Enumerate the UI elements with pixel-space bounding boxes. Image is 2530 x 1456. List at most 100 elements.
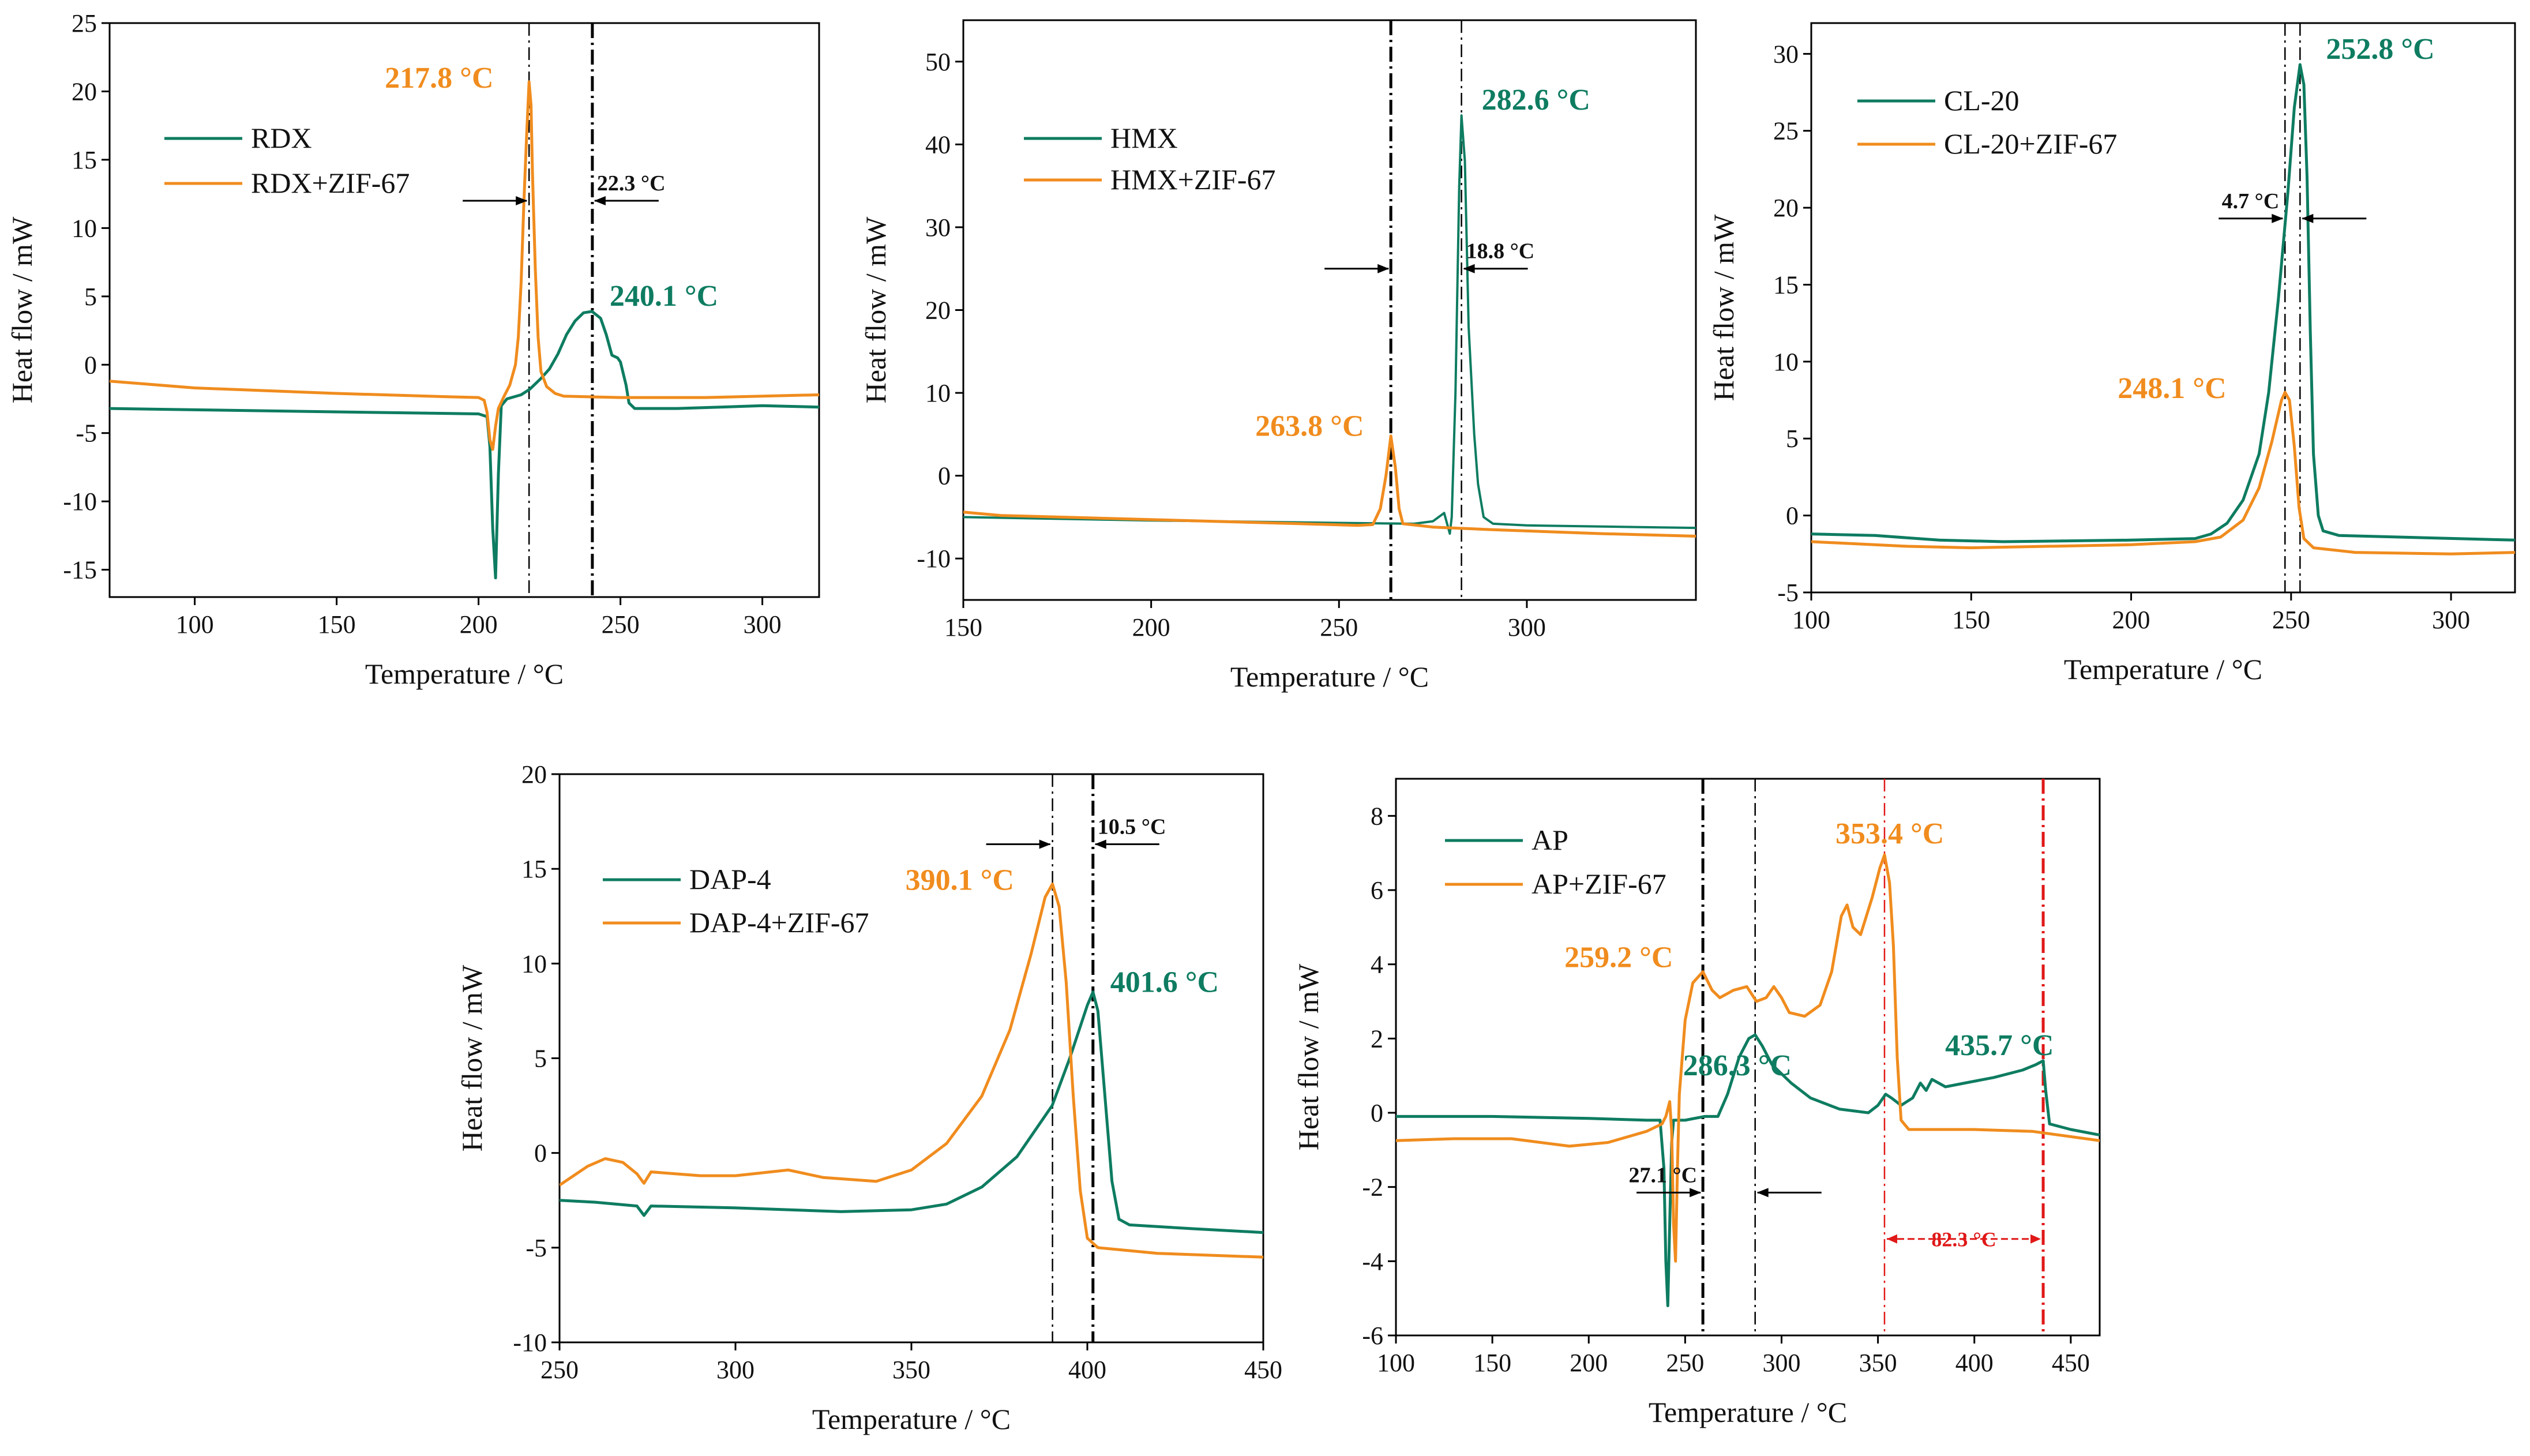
y-tick-label: 0 — [1371, 1099, 1383, 1127]
x-tick-label: 200 — [460, 610, 498, 639]
series-line-rdx-zif-67 — [110, 80, 819, 451]
y-tick-label: -5 — [76, 419, 97, 448]
peak-label: 252.8 °C — [2326, 33, 2434, 66]
y-axis-title: Heat flow / mW — [1292, 963, 1324, 1150]
chart-panel-3: 100 150 200 250 300 -5 0 5 10 15 20 25 30 Temperature… — [1707, 22, 2516, 685]
x-tick-label: 350 — [892, 1356, 930, 1384]
y-tick-label: -10 — [63, 487, 97, 516]
y-tick-label: 8 — [1371, 802, 1383, 830]
plot-frame — [558, 773, 1264, 1344]
y-tick-label: -4 — [1362, 1247, 1383, 1275]
x-tick-label: 100 — [176, 610, 214, 639]
series-line-dap-4 — [560, 990, 1263, 1234]
series-line-cl-20-zif-67 — [1811, 391, 2515, 556]
x-tick-label: 100 — [1792, 606, 1830, 634]
y-tick-label: -2 — [1362, 1173, 1383, 1202]
chart-panel-1: 100 150 200 250 300 -15 -10 -5 0 5 10 15 20 25 Tempera… — [6, 9, 820, 690]
x-tick-label: 350 — [1859, 1349, 1897, 1377]
x-tick-label: 150 — [318, 610, 356, 639]
legend-label: RDX+ZIF-67 — [251, 167, 410, 199]
y-tick-label: 20 — [72, 77, 97, 106]
x-tick-label: 250 — [1320, 613, 1358, 641]
y-tick-label: 15 — [521, 855, 547, 883]
shift-arrow-head — [1463, 264, 1475, 273]
y-tick-label: -15 — [63, 556, 97, 584]
shift-arrow-head — [2302, 213, 2314, 223]
peak-label: 240.1 °C — [610, 280, 718, 313]
x-tick-label: 300 — [744, 610, 782, 639]
peak-label: 435.7 °C — [1945, 1029, 2054, 1062]
y-tick-label: 40 — [925, 130, 951, 159]
peak-label: 259.2 °C — [1564, 941, 1673, 974]
series-line-hmx — [963, 114, 1696, 535]
x-tick-label: 400 — [1068, 1356, 1106, 1384]
y-tick-label: 0 — [534, 1139, 547, 1168]
legend-label: RDX — [251, 122, 312, 154]
peak-label: 248.1 °C — [2118, 372, 2226, 405]
y-tick-label: 4 — [1371, 951, 1383, 979]
y-tick-label: -5 — [525, 1234, 547, 1262]
y-tick-label: 25 — [1773, 117, 1799, 145]
x-tick-label: 150 — [1952, 606, 1990, 634]
shift-label: 27.1 °C — [1628, 1163, 1697, 1187]
x-tick-label: 200 — [2112, 606, 2150, 634]
x-axis-title: Temperature / °C — [365, 658, 564, 690]
y-tick-label: 2 — [1371, 1025, 1383, 1053]
y-axis-title: Heat flow / mW — [859, 216, 892, 403]
y-tick-label: 6 — [1371, 876, 1383, 905]
x-tick-label: 300 — [1762, 1349, 1800, 1377]
y-tick-label: 30 — [1773, 40, 1799, 68]
series-line-hmx-zif-67 — [963, 434, 1696, 538]
shift-arrow-head — [2272, 213, 2284, 223]
legend-label: HMX — [1110, 122, 1178, 154]
x-tick-label: 250 — [540, 1356, 579, 1384]
y-tick-label: 20 — [521, 760, 547, 789]
x-tick-label: 300 — [716, 1356, 755, 1384]
y-tick-label: 10 — [1773, 348, 1799, 376]
peak-label: 282.6 °C — [1482, 84, 1590, 117]
y-tick-label: 15 — [1773, 271, 1799, 299]
peak-label: 353.4 °C — [1835, 817, 1944, 850]
y-tick-label: 15 — [72, 146, 97, 174]
y-axis-title: Heat flow / mW — [456, 965, 488, 1151]
legend-label: AP+ZIF-67 — [1531, 868, 1666, 900]
chart-panel-5: 100 150 200 250 300 350 400 450 -6 -4 -2 0 2 4 6 8 Tempe… — [1292, 778, 2101, 1428]
y-tick-label: -6 — [1362, 1322, 1383, 1350]
chart-panel-2: 150 200 250 300 -10 0 10 20 30 40 50 Temperature / … — [859, 19, 1697, 693]
x-tick-label: 450 — [1244, 1356, 1282, 1384]
x-tick-label: 200 — [1132, 613, 1170, 641]
y-axis-title: Heat flow / mW — [6, 216, 38, 403]
series-group — [110, 80, 819, 580]
plot-frame — [1395, 778, 2101, 1337]
series-line-ap-zif-67 — [1396, 853, 2100, 1263]
shift-arrow-head — [594, 196, 606, 205]
shift-label: 18.8 °C — [1466, 239, 1535, 264]
x-axis-title: Temperature / °C — [2064, 653, 2262, 685]
y-tick-label: -5 — [1777, 579, 1799, 607]
shift-arrow-head — [1377, 264, 1390, 273]
shift-arrow-head — [1756, 1188, 1769, 1198]
y-tick-label: 10 — [521, 950, 547, 978]
y-tick-label: -10 — [513, 1329, 547, 1357]
y-axis-title: Heat flow / mW — [1707, 214, 1740, 401]
x-tick-label: 250 — [1666, 1349, 1704, 1377]
x-tick-label: 300 — [1508, 613, 1546, 641]
legend-label: DAP-4 — [689, 863, 771, 895]
y-tick-label: 50 — [925, 48, 951, 76]
legend-label: AP — [1531, 824, 1568, 856]
peak-label: 217.8 °C — [385, 62, 493, 95]
y-tick-label: 0 — [84, 351, 97, 379]
y-tick-label: 5 — [84, 283, 97, 311]
x-tick-label: 250 — [602, 610, 640, 639]
y-tick-label: 5 — [1786, 425, 1799, 453]
x-tick-label: 200 — [1570, 1349, 1608, 1377]
series-line-ap — [1396, 1033, 2100, 1307]
shift-arrow-head — [1094, 839, 1106, 849]
shift-arrow-head — [516, 196, 528, 205]
shift-label: 82.3 °C — [1931, 1228, 1996, 1251]
series-group — [1396, 853, 2100, 1307]
shift-arrow-head — [2030, 1234, 2041, 1244]
y-tick-label: 20 — [925, 297, 951, 325]
x-tick-label: 150 — [944, 613, 982, 641]
